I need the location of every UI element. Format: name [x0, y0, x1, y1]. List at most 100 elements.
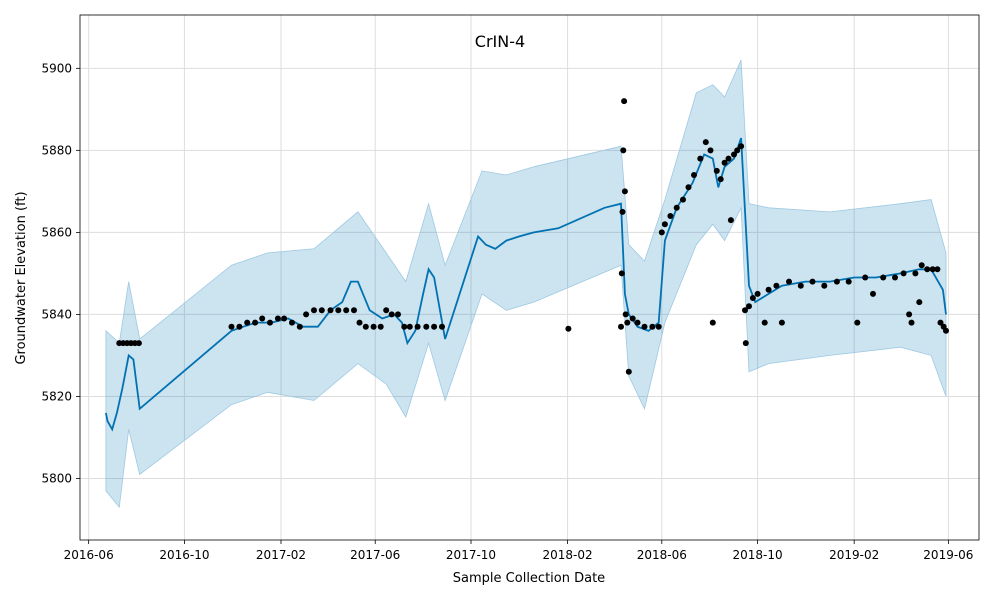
- observed-point: [833, 278, 840, 285]
- observed-point: [634, 319, 641, 326]
- observed-point: [667, 213, 674, 219]
- observed-point: [738, 143, 745, 150]
- observed-point: [252, 319, 259, 326]
- observed-point: [629, 315, 636, 322]
- observed-point: [680, 196, 686, 203]
- observed-point: [649, 323, 656, 330]
- x-tick-label: 2018-06: [637, 548, 687, 562]
- x-tick-label: 2019-06: [923, 548, 973, 562]
- observed-point: [621, 98, 628, 105]
- observed-point: [786, 278, 792, 285]
- observed-point: [918, 262, 925, 269]
- observed-point: [383, 307, 390, 314]
- uncertainty-band-layer: [105, 59, 947, 509]
- observed-point: [351, 307, 357, 314]
- observed-point: [431, 323, 438, 330]
- observed-point: [691, 172, 697, 178]
- observed-point: [821, 282, 828, 289]
- observed-point: [761, 319, 768, 326]
- x-tick-label: 2017-06: [350, 548, 400, 562]
- observed-point: [742, 307, 748, 314]
- observed-point: [697, 155, 704, 162]
- observed-point: [661, 221, 668, 228]
- x-tick-label: 2018-10: [733, 548, 783, 562]
- observed-point: [267, 319, 273, 326]
- observed-point: [845, 278, 852, 285]
- uncertainty-band: [105, 59, 947, 509]
- observed-point: [746, 303, 752, 310]
- observed-point: [778, 319, 785, 326]
- observed-point: [135, 340, 142, 347]
- chart-title: CrIN-4: [475, 32, 525, 51]
- observed-point: [618, 323, 624, 330]
- observed-point: [655, 323, 662, 330]
- observed-point: [327, 307, 334, 314]
- observed-point: [685, 184, 692, 191]
- grid-layer: [80, 15, 979, 540]
- observed-point: [727, 217, 734, 224]
- observed-point: [621, 188, 628, 195]
- observed-point: [303, 311, 310, 318]
- observed-point: [934, 266, 941, 273]
- observed-point: [721, 159, 728, 166]
- observed-point: [377, 323, 384, 330]
- y-tick-label: 5880: [41, 143, 72, 157]
- observed-point: [281, 315, 288, 322]
- observed-point: [259, 315, 266, 322]
- observed-point: [725, 155, 732, 162]
- observed-point: [362, 323, 369, 330]
- observed-point: [713, 167, 720, 174]
- y-axis-label: Groundwater Elevation (ft): [14, 191, 29, 364]
- observed-point: [809, 278, 816, 285]
- observed-point: [929, 266, 936, 273]
- observed-point: [244, 319, 251, 326]
- observed-point: [943, 327, 949, 334]
- observed-point: [388, 311, 395, 318]
- y-tick-label: 5900: [41, 61, 72, 75]
- observed-point: [707, 147, 714, 154]
- observed-point: [870, 290, 876, 297]
- x-tick-label: 2017-02: [256, 548, 306, 562]
- observed-point: [395, 311, 401, 318]
- y-tick-label: 5820: [41, 389, 72, 403]
- y-tick-label: 5800: [41, 471, 72, 485]
- plot-frame: [79, 14, 980, 541]
- observed-point: [335, 307, 342, 314]
- observed-point: [423, 323, 430, 330]
- observed-point: [734, 147, 741, 154]
- observed-point: [906, 311, 913, 318]
- x-tick-label: 2018-02: [543, 548, 593, 562]
- forecast-line: [105, 137, 947, 432]
- forecast-line-layer: [105, 137, 947, 432]
- observed-point: [749, 295, 756, 301]
- observed-point: [880, 274, 887, 281]
- x-tick-label: 2017-10: [446, 548, 496, 562]
- observed-point: [773, 282, 780, 289]
- observed-point: [765, 286, 772, 293]
- observed-point: [343, 307, 350, 314]
- observed-point: [274, 315, 281, 322]
- y-ticks-layer: 5800 5820 5840 5860 5880 5900: [41, 61, 80, 485]
- observed-point: [892, 274, 898, 281]
- observed-point: [439, 323, 445, 330]
- observed-point: [228, 323, 235, 330]
- observed-point: [673, 204, 680, 211]
- observed-point: [742, 340, 749, 347]
- observed-point: [641, 323, 648, 330]
- observed-point: [862, 274, 869, 281]
- observed-point: [356, 319, 363, 326]
- y-tick-label: 5860: [41, 225, 72, 239]
- observed-point: [709, 319, 716, 326]
- observed-point: [414, 323, 421, 330]
- observed-point: [619, 208, 626, 215]
- observed-point: [912, 270, 919, 277]
- observed-point: [620, 147, 627, 154]
- observed-point: [618, 270, 625, 277]
- observed-point: [702, 139, 709, 146]
- observed-point: [924, 266, 931, 273]
- x-tick-label: 2016-10: [159, 548, 209, 562]
- observed-point: [731, 151, 737, 158]
- observed-point: [916, 299, 923, 306]
